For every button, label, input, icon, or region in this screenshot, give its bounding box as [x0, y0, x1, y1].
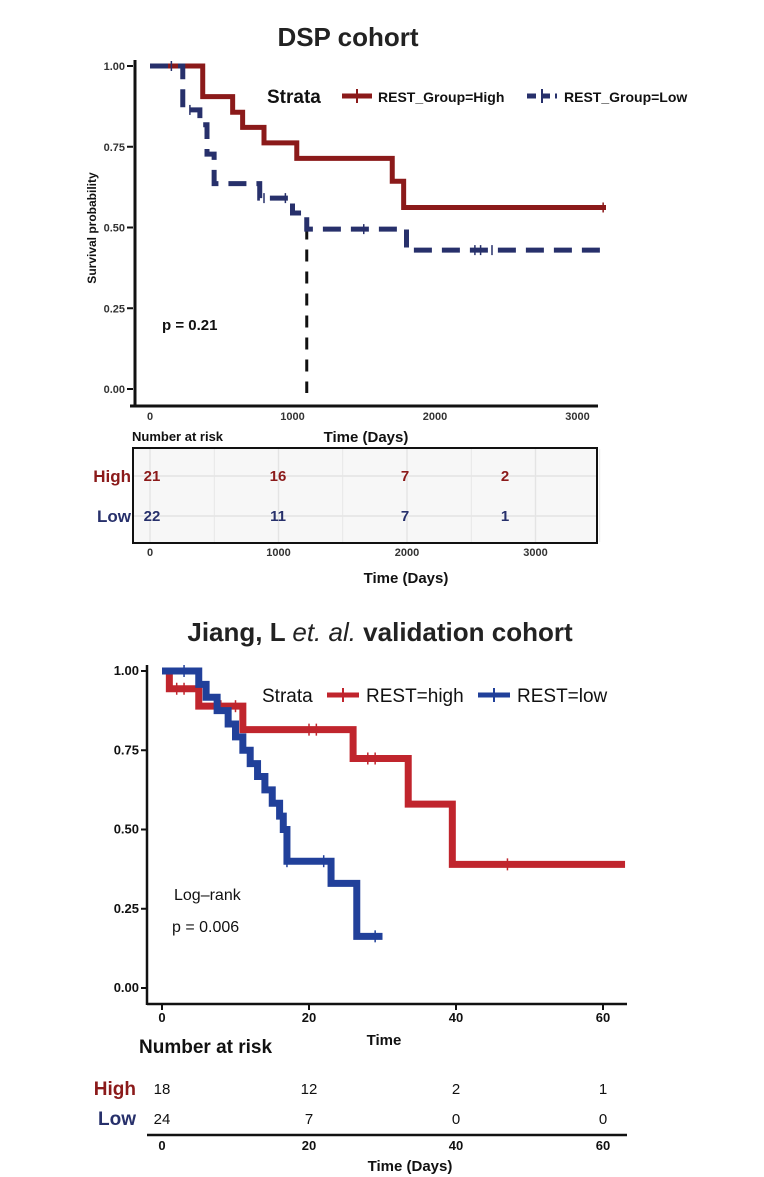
risk-table-x-tick-label: 40	[449, 1138, 463, 1153]
risk-table-x-tick-label: 60	[596, 1138, 610, 1153]
jiang-x-axis-label: Time	[367, 1032, 402, 1049]
jiang-legend-high-label: REST=high	[366, 686, 464, 707]
y-tick-label: 0.00	[114, 980, 139, 995]
dsp-legend-high-label: REST_Group=High	[378, 89, 504, 105]
risk-cell-high: 2	[452, 1081, 460, 1098]
jiang-risk-table-x-ticks: 0 20 40 60	[158, 1138, 610, 1153]
x-tick-label: 2000	[423, 411, 447, 423]
dsp-x-ticks: 0 1000 2000 3000	[147, 411, 590, 423]
jiang-title-author: Jiang, L	[187, 617, 292, 647]
y-tick-label: 0.50	[114, 822, 139, 837]
jiang-legend-low-label: REST=low	[517, 686, 608, 707]
jiang-title-rest: validation cohort	[356, 617, 573, 647]
risk-table-x-tick-label: 2000	[395, 547, 419, 559]
y-tick-label: 0.50	[104, 223, 125, 235]
dsp-y-axis-label: Survival probability	[85, 172, 99, 284]
risk-table-x-tick-label: 1000	[266, 547, 290, 559]
risk-row-label-high: High	[94, 1079, 136, 1100]
y-tick-label: 0.25	[114, 901, 139, 916]
risk-cell-high: 12	[301, 1081, 318, 1098]
jiang-y-ticks: 0.00 0.25 0.50 0.75 1.00	[114, 663, 147, 995]
risk-cell-high: 1	[599, 1081, 607, 1098]
jiang-series	[162, 665, 626, 943]
x-tick-label: 0	[147, 411, 153, 423]
jiang-risk-table: Number at risk High 18 12 2 1 Low 24 7 0 0 0 20 40 6…	[94, 1037, 627, 1175]
dsp-risk-table-grid	[134, 449, 601, 542]
risk-cell-low: 22	[144, 508, 161, 525]
risk-cell-low: 7	[305, 1111, 313, 1128]
y-tick-label: 1.00	[104, 61, 125, 73]
jiang-logrank-label: Log–rank	[174, 887, 242, 904]
risk-cell-low: 0	[599, 1111, 607, 1128]
y-tick-label: 0.75	[104, 142, 125, 154]
risk-cell-high: 16	[270, 468, 287, 485]
risk-row-label-high: High	[93, 467, 131, 486]
dsp-y-ticks: 0.00 0.25 0.50 0.75 1.00	[104, 61, 133, 396]
risk-table-x-tick-label: 0	[147, 547, 153, 559]
dsp-p-value: p = 0.21	[162, 317, 217, 334]
jiang-p-value: p = 0.006	[172, 919, 239, 936]
risk-cell-high: 7	[401, 468, 409, 485]
dsp-legend-title: Strata	[267, 87, 321, 108]
x-tick-label: 60	[596, 1010, 610, 1025]
x-tick-label: 0	[158, 1010, 165, 1025]
risk-cell-low: 24	[154, 1111, 171, 1128]
risk-table-x-tick-label: 0	[158, 1138, 165, 1153]
jiang-risk-table-cells: High 18 12 2 1 Low 24 7 0 0	[94, 1079, 607, 1130]
x-tick-label: 40	[449, 1010, 463, 1025]
dsp-series	[150, 61, 606, 256]
risk-table-background	[134, 449, 596, 542]
dsp-risk-table-title: Number at risk	[132, 429, 224, 444]
jiang-legend: Strata REST=high REST=low	[262, 686, 608, 707]
y-tick-label: 0.25	[104, 303, 125, 315]
x-tick-label: 20	[302, 1010, 316, 1025]
jiang-legend-title: Strata	[262, 686, 313, 707]
risk-table-x-tick-label: 20	[302, 1138, 316, 1153]
dsp-risk-table: Number at risk High 21 16 7 2 Low 22 11 7 1 0 1000…	[93, 429, 601, 587]
risk-table-x-tick-label: 3000	[523, 547, 547, 559]
risk-cell-high: 21	[144, 468, 161, 485]
risk-cell-low: 1	[501, 508, 509, 525]
jiang-title-etal: et. al.	[292, 617, 356, 647]
dsp-risk-table-x-ticks: 0 1000 2000 3000	[147, 547, 548, 559]
risk-row-label-low: Low	[98, 1109, 136, 1130]
dsp-x-axis-label: Time (Days)	[324, 429, 409, 446]
risk-cell-high: 2	[501, 468, 509, 485]
dsp-risk-table-x-label: Time (Days)	[364, 570, 449, 587]
risk-cell-high: 18	[154, 1081, 171, 1098]
y-tick-label: 1.00	[114, 663, 139, 678]
risk-row-label-low: Low	[97, 507, 132, 526]
risk-cell-low: 0	[452, 1111, 460, 1128]
jiang-risk-table-x-label: Time (Days)	[368, 1158, 453, 1175]
series-line-high	[162, 667, 626, 868]
x-tick-label: 1000	[280, 411, 304, 423]
dsp-risk-table-frame	[132, 447, 598, 544]
risk-cell-low: 7	[401, 508, 409, 525]
dsp-legend-low-label: REST_Group=Low	[564, 89, 687, 105]
jiang-chart-title: Jiang, L et. al. validation cohort	[187, 617, 573, 647]
jiang-cohort-chart: Jiang, L et. al. validation cohort 0.000…	[94, 617, 627, 1175]
dsp-cohort-chart: DSP cohort Survival probability 0.00 0.25…	[85, 22, 687, 587]
series-line-low	[150, 63, 606, 253]
dsp-chart-title: DSP cohort	[277, 22, 418, 52]
jiang-risk-table-title: Number at risk	[139, 1037, 272, 1058]
series-line-high	[150, 63, 606, 210]
jiang-x-ticks: 0 20 40 60	[158, 1004, 610, 1025]
risk-cell-low: 11	[270, 508, 286, 525]
dsp-legend: Strata REST_Group=High REST_Group=Low	[267, 87, 687, 108]
x-tick-label: 3000	[565, 411, 589, 423]
y-tick-label: 0.00	[104, 384, 125, 396]
y-tick-label: 0.75	[114, 742, 139, 757]
dsp-risk-table-cells: High 21 16 7 2 Low 22 11 7 1	[93, 467, 509, 526]
